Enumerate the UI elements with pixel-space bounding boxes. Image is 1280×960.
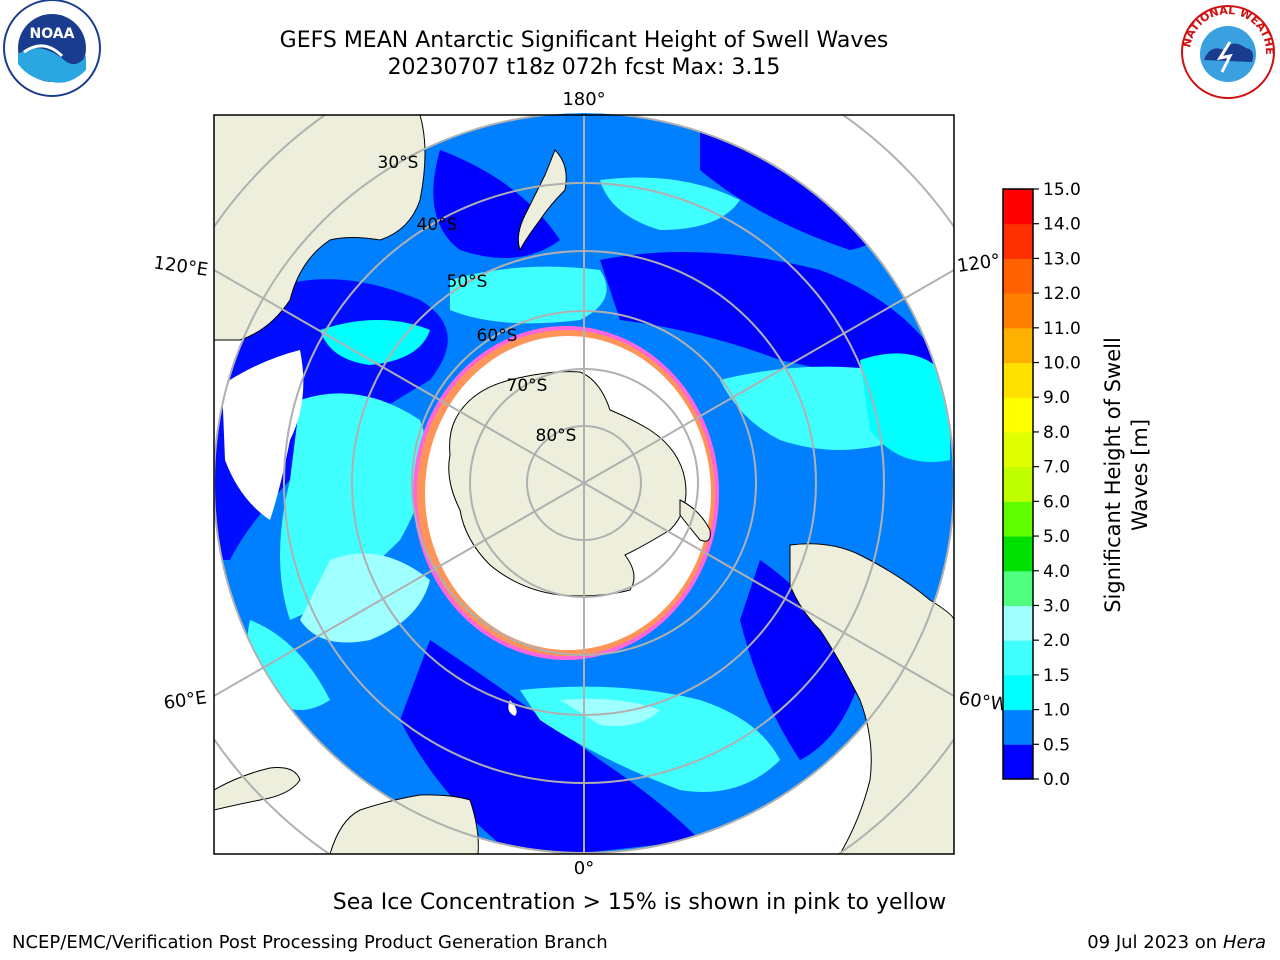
map-frame [213,114,955,855]
colorbar-tick-label: 9.0 [1043,388,1070,408]
colorbar-segment [1003,431,1033,468]
colorbar-label-line2: Waves [m] [1128,419,1152,531]
new-zealand [517,149,567,252]
lat-label-60s: 60°S [477,326,518,346]
colorbar-segment [1003,744,1033,780]
colorbar-frame [1002,188,1034,780]
colorbar-tick-label: 1.0 [1043,701,1070,721]
svg-text:NOAA: NOAA [30,26,75,42]
lat-label-70s: 70°S [507,376,548,396]
colorbar-segments [1003,189,1033,780]
chart-title: GEFS MEAN Antarctic Significant Height o… [279,28,889,53]
lat-label-30s: 30°S [378,153,419,173]
colorbar-segment [1003,709,1033,745]
colorbar-ticks: 0.0 0.5 1.0 1.5 2.0 3.0 4.0 5.0 6.0 7.0 8.0 9.0 10.0… [1033,180,1081,790]
colorbar-segment [1003,674,1033,711]
colorbar-segment [1003,466,1033,502]
colorbar-segment [1003,501,1033,537]
colorbar-tick-label: 14.0 [1043,215,1081,235]
colorbar-segment [1003,605,1033,641]
lat-label-40s: 40°S [417,215,458,235]
colorbar-tick-label: 5.0 [1043,527,1070,547]
colorbar-tick-label: 10.0 [1043,354,1081,374]
lon-label-0: 0° [574,858,594,879]
footer-branch: NCEP/EMC/Verification Post Processing Pr… [12,932,608,953]
sea-ice-note: Sea Ice Concentration > 15% is shown in … [0,890,1280,915]
australia [214,115,426,341]
africa [329,794,479,854]
colorbar-segment [1003,223,1033,259]
colorbar-tick-label: 0.5 [1043,735,1070,755]
colorbar-segment [1003,536,1033,572]
lon-label-180: 180° [562,89,605,110]
graticule [214,115,954,854]
sea-ice-note-text: Sea Ice Concentration > 15% is shown in … [332,890,947,915]
noaa-logo: NOAA [3,0,101,97]
colorbar: 0.0 0.5 1.0 1.5 2.0 3.0 4.0 5.0 6.0 7.0 8.0 9.0 10.0… [1002,180,1081,790]
lat-label-80s: 80°S [536,426,577,446]
colorbar-tick-label: 15.0 [1043,180,1081,200]
colorbar-tick-label: 13.0 [1043,249,1081,269]
colorbar-tick-label: 8.0 [1043,423,1070,443]
colorbar-tick-label: 11.0 [1043,319,1081,339]
colorbar-label-line1: Significant Height of Swell [1101,337,1125,613]
chart-subtitle: 20230707 t18z 072h fcst Max: 3.15 [387,55,781,80]
colorbar-segment [1003,362,1033,398]
colorbar-segment [1003,570,1033,606]
colorbar-segment [1003,327,1033,364]
lon-label-60e: 60°E [162,687,208,714]
colorbar-tick-label: 4.0 [1043,562,1070,582]
colorbar-segment [1003,293,1033,329]
antarctica [448,371,687,597]
footer-date-text: 09 Jul 2023 on [1087,932,1218,953]
colorbar-tick-label: 7.0 [1043,458,1070,478]
footer-machine: Hera [1222,932,1266,953]
colorbar-tick-label: 6.0 [1043,492,1070,512]
colorbar-segment [1003,640,1033,676]
colorbar-label: Significant Height of Swell Waves [m] [1101,337,1152,613]
colorbar-tick-label: 0.0 [1043,770,1070,790]
lat-label-50s: 50°S [447,272,488,292]
land [214,115,954,854]
south-america [789,543,954,854]
lon-label-120e: 120°E [152,252,209,280]
footer-date: 09 Jul 2023 on Hera [1087,932,1266,953]
colorbar-tick-label: 3.0 [1043,596,1070,616]
colorbar-tick-label: 1.5 [1043,666,1070,686]
colorbar-segment [1003,189,1033,225]
nws-logo: NATIONAL WEATHER SERVICE [1176,0,1276,99]
colorbar-segment [1003,397,1033,433]
colorbar-segment [1003,258,1033,294]
colorbar-tick-label: 2.0 [1043,631,1070,651]
colorbar-tick-label: 12.0 [1043,284,1081,304]
